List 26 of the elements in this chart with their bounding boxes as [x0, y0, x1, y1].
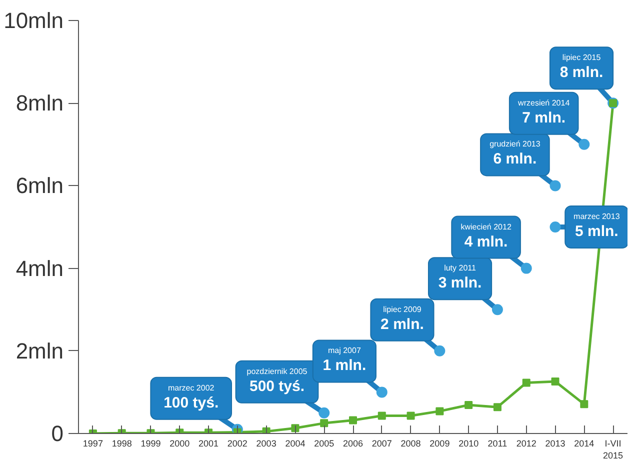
- x-tick-label: 2000: [170, 438, 190, 448]
- y-tick-label: 6mln: [16, 173, 64, 198]
- x-tick-label: 1997: [82, 438, 103, 448]
- x-tick-label: I-VII 2015: [603, 438, 624, 460]
- annotation: marzec 2013 5 mln.: [574, 212, 620, 240]
- x-tick-label: 2009: [430, 438, 450, 448]
- x-tick-label: 1998: [112, 438, 132, 448]
- x-tick-label: 2011: [488, 438, 508, 448]
- x-tick-label: 2005: [314, 438, 334, 448]
- y-tick-label: 4mln: [16, 256, 64, 281]
- x-tick-label: 2014: [574, 438, 594, 448]
- x-tick-label: 2013: [545, 438, 566, 448]
- y-tick-label: 10mln: [4, 8, 64, 33]
- x-tick-label: 1999: [140, 438, 161, 448]
- x-tick-label: 2001: [198, 438, 219, 448]
- x-tick-label: 2010: [458, 438, 479, 448]
- x-tick-label: 2008: [400, 438, 421, 448]
- x-tick-label: 2007: [372, 438, 392, 448]
- y-tick-label: 2mln: [16, 338, 64, 364]
- x-tick-label: 2003: [256, 438, 276, 448]
- x-tick-label: 2012: [516, 438, 536, 448]
- y-tick-label: 8mln: [16, 90, 64, 116]
- x-tick-label: 2004: [285, 438, 306, 448]
- y-tick-label: 0: [51, 421, 64, 446]
- x-tick-label: 2002: [227, 438, 248, 448]
- x-tick-label: 2006: [342, 438, 364, 448]
